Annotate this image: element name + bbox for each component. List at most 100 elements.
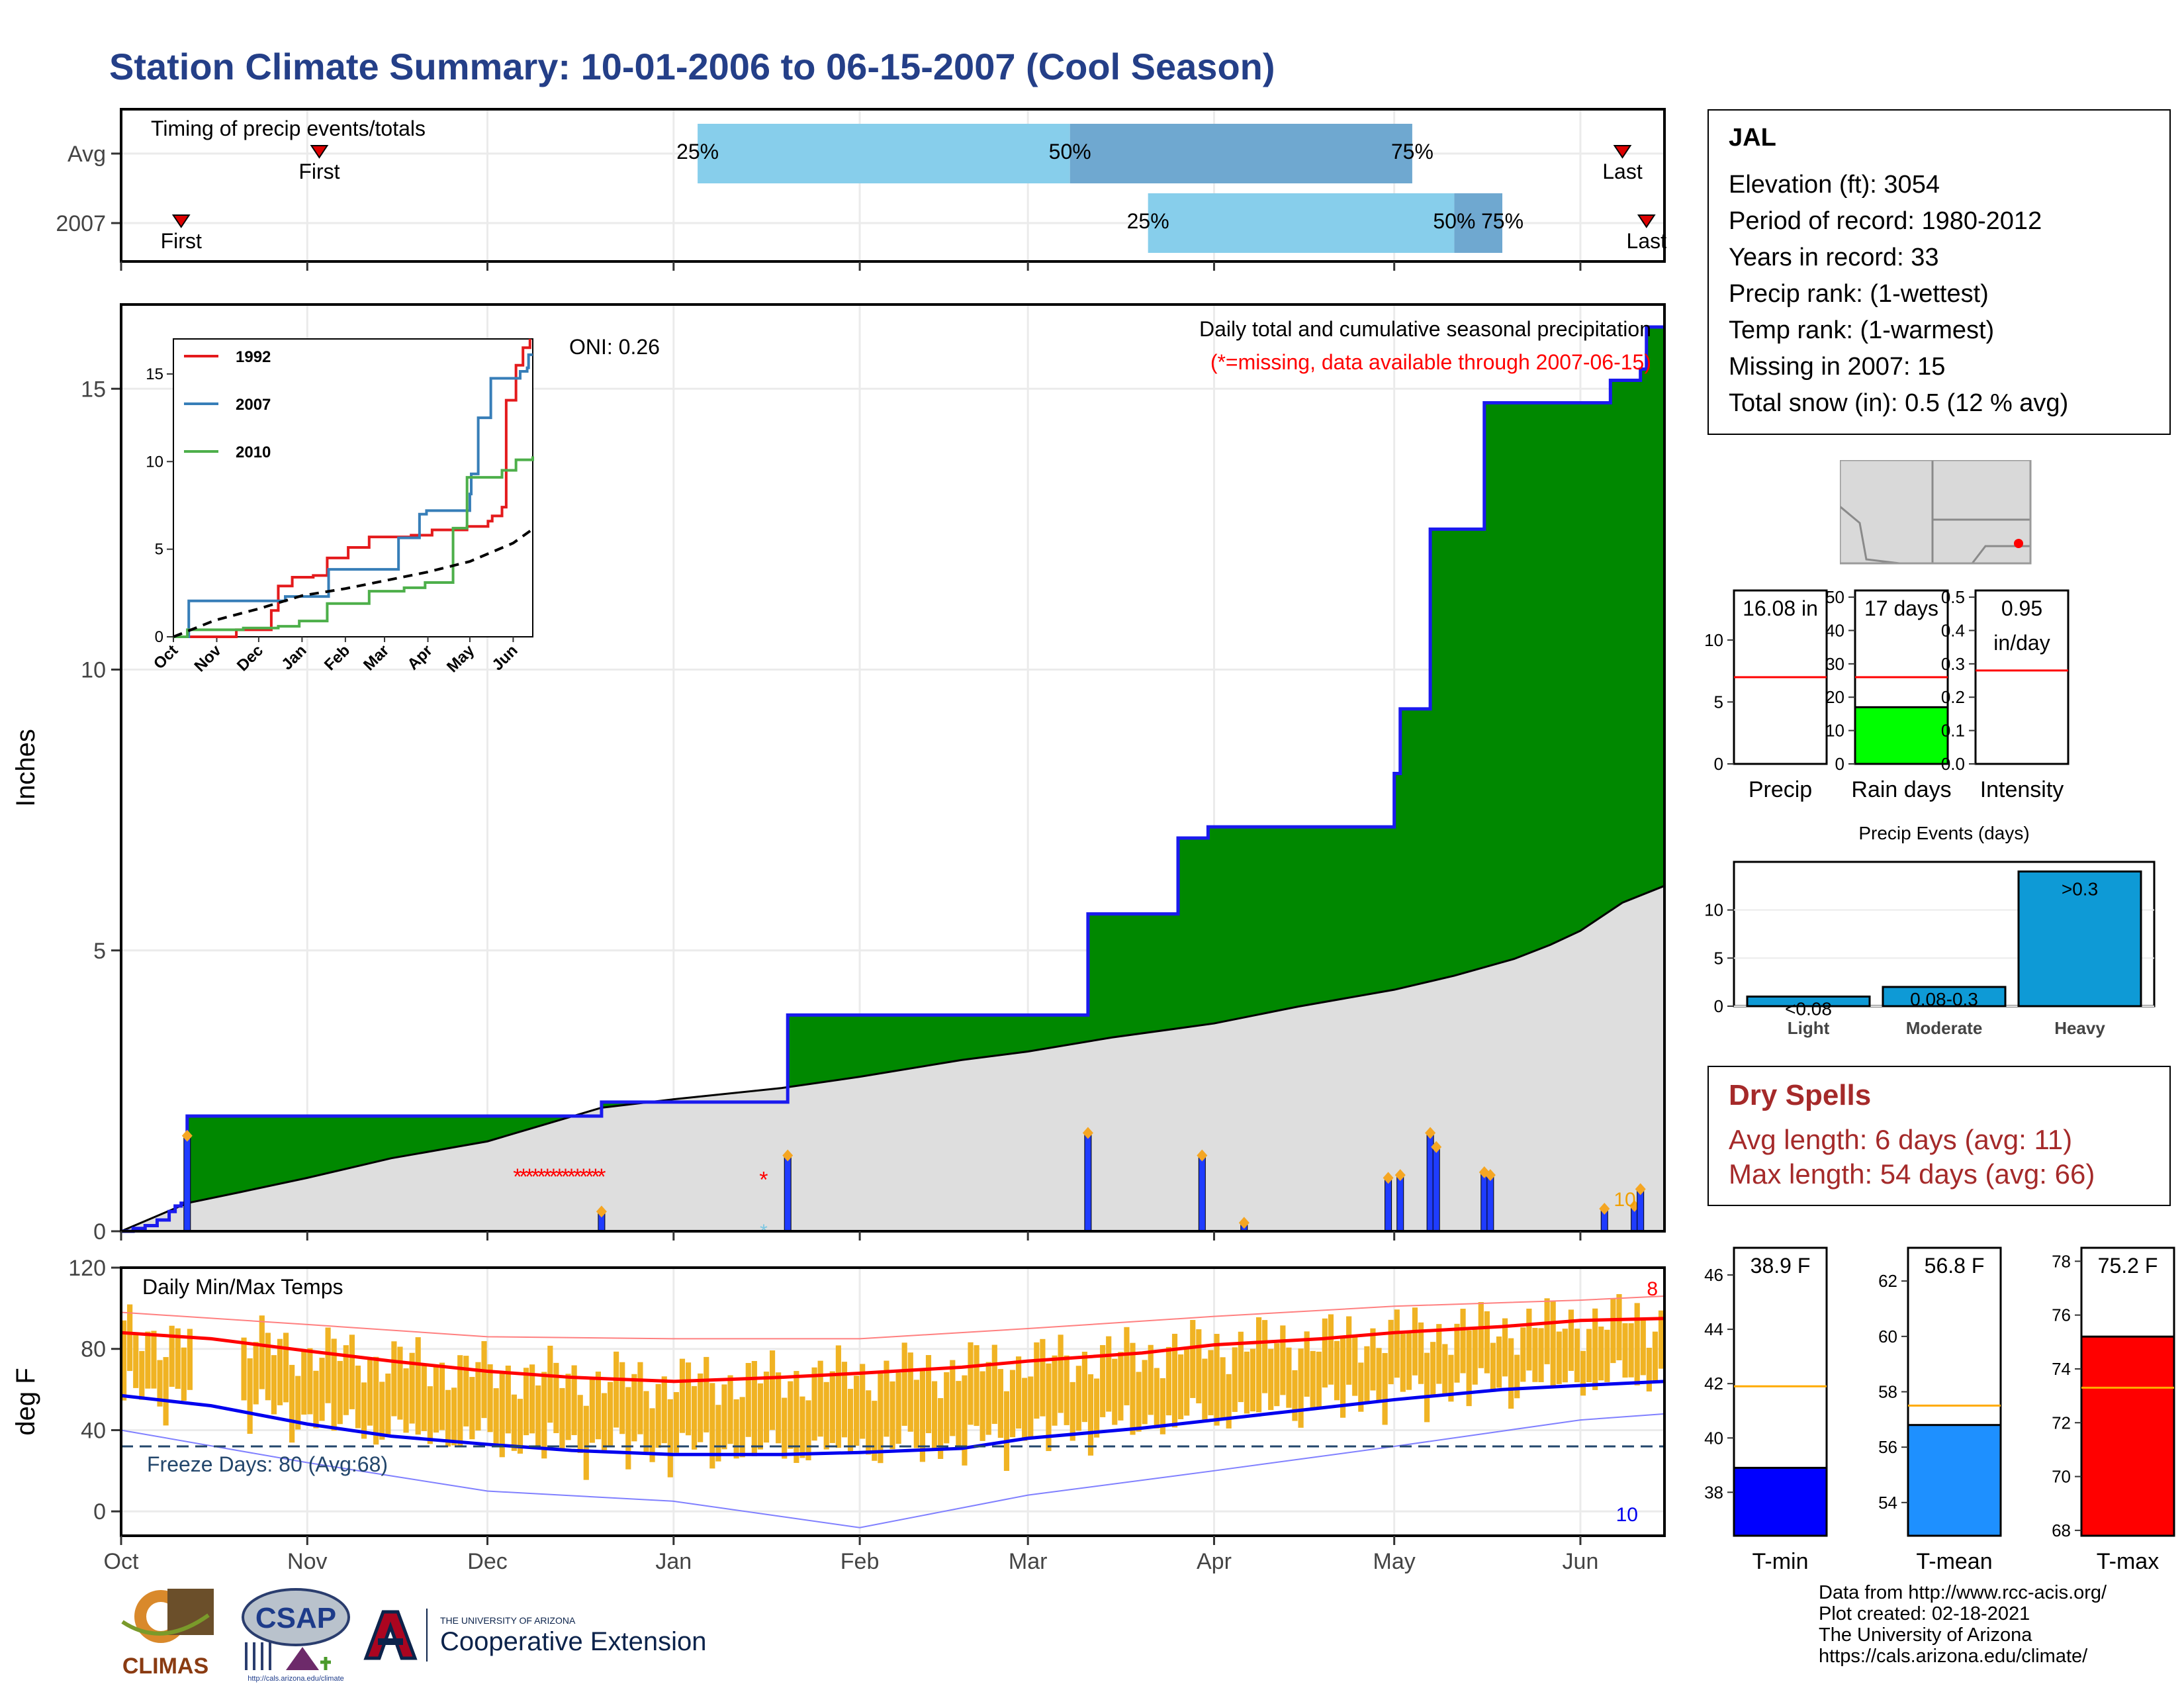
freeze-days-label: Freeze Days: 80 (Avg:68) [147, 1452, 388, 1476]
station-period: Period of record: 1980-2012 [1729, 207, 2042, 235]
station-elevation: Elevation (ft): 3054 [1729, 171, 1940, 199]
missing-marker: * [579, 1164, 588, 1190]
rain_days-x-label: Rain days [1851, 777, 1951, 802]
station-name: JAL [1729, 124, 1776, 152]
daily-temp-range-bar [1658, 1310, 1664, 1369]
y-tick-label: 80 [81, 1337, 106, 1362]
daily-temp-range-bar [721, 1384, 727, 1450]
credit-data-source: Data from http://www.rcc-acis.org/ [1819, 1582, 2107, 1603]
tmax-value-label: 75.2 F [2098, 1254, 2158, 1278]
daily-temp-range-bar [1370, 1328, 1376, 1391]
timing-marker-last [1613, 145, 1632, 159]
daily-temp-range-bar [1058, 1335, 1064, 1413]
timing-marker-last [1637, 214, 1656, 228]
daily-temp-range-bar [1165, 1346, 1172, 1416]
daily-temp-range-bar [962, 1375, 968, 1466]
daily-temp-range-bar [1376, 1348, 1382, 1402]
daily-temp-range-bar [1208, 1350, 1214, 1415]
daily-temp-range-bar [866, 1390, 872, 1455]
daily-temp-range-bar [253, 1342, 259, 1405]
daily-temp-range-bar [175, 1328, 181, 1389]
daily-temp-range-bar [968, 1342, 974, 1425]
precip-chart-subtitle: (*=missing, data available through 2007-… [1210, 350, 1651, 374]
daily-temp-range-bar [1598, 1326, 1604, 1381]
daily-temp-range-bar [805, 1400, 811, 1461]
daily-temp-range-bar [1286, 1347, 1292, 1408]
tmean-x-label: T-mean [1916, 1549, 1992, 1574]
page-title: Station Climate Summary: 10-01-2006 to 0… [109, 46, 1275, 87]
daily-temp-range-bar [565, 1374, 571, 1440]
daily-temp-range-bar [823, 1382, 829, 1450]
ua-small-text: THE UNIVERSITY OF ARIZONA [440, 1615, 576, 1626]
intensity-y-tick-label: 0.3 [1941, 654, 1965, 674]
credit-university: The University of Arizona [1819, 1624, 2032, 1646]
tmin-bar [1733, 1466, 1828, 1537]
daily-temp-range-bar [1190, 1320, 1196, 1398]
rain_days-y-tick-label: 40 [1825, 620, 1844, 640]
daily-temp-range-bar [409, 1352, 415, 1424]
daily-temp-range-bar [187, 1329, 193, 1390]
daily-temp-range-bar [337, 1360, 343, 1425]
daily-temp-range-bar [884, 1360, 889, 1437]
daily-temp-range-bar [1628, 1323, 1634, 1378]
daily-temp-range-bar [667, 1399, 673, 1477]
intensity-y-tick-label: 0.5 [1941, 587, 1965, 607]
daily-temp-range-bar [1130, 1342, 1136, 1435]
missing-marker: * [567, 1164, 576, 1190]
daily-temp-range-bar [511, 1394, 517, 1451]
daily-temp-range-bar [1568, 1309, 1574, 1371]
climas-logo-text: CLIMAS [122, 1654, 208, 1679]
daily-temp-range-bar [169, 1325, 175, 1387]
daily-temp-range-bar [601, 1393, 608, 1452]
daily-temp-range-bar [1003, 1391, 1010, 1472]
daily-temp-range-bar [1496, 1336, 1502, 1388]
daily-temp-range-bar [505, 1365, 511, 1434]
daily-temp-range-bar [1604, 1329, 1610, 1382]
daily-temp-range-bar [1160, 1378, 1165, 1434]
daily-temp-range-bar [457, 1355, 463, 1446]
daily-temp-range-bar [571, 1365, 577, 1435]
tmax-y-tick-label: 70 [2052, 1467, 2071, 1487]
daily-temp-range-bar [1610, 1298, 1616, 1364]
inset-line-average [173, 528, 534, 638]
daily-temp-range-bar [1466, 1330, 1472, 1407]
missing-marker: * [525, 1164, 533, 1190]
daily-temp-range-bar [589, 1378, 595, 1443]
daily-temp-range-bar [1028, 1376, 1034, 1440]
daily-temp-range-bar [1646, 1348, 1652, 1392]
y-tick-label: 0 [93, 1219, 106, 1244]
timing-label-75: 75% [1481, 209, 1524, 233]
daily-temp-range-bar [854, 1376, 860, 1446]
daily-temp-range-bar [985, 1362, 991, 1435]
daily-temp-range-bar [1040, 1338, 1046, 1417]
daily-temp-range-bar [956, 1381, 962, 1449]
tmean-y-tick-label: 60 [1878, 1327, 1897, 1346]
daily-temp-range-bar [1382, 1352, 1388, 1425]
tmean-y-tick-label: 62 [1878, 1271, 1897, 1291]
tmax-y-tick-label: 78 [2052, 1251, 2071, 1271]
missing-marker: * [573, 1164, 582, 1190]
daily-temp-range-bar [751, 1361, 757, 1456]
daily-precip-bar [183, 1135, 191, 1232]
daily-temp-range-bar [451, 1387, 457, 1446]
daily-temp-range-bar [265, 1333, 271, 1401]
daily-temp-range-bar [1009, 1370, 1016, 1438]
precip-event-bar-moderate [1882, 986, 2007, 1008]
daily-temp-range-bar [307, 1348, 313, 1415]
x-tick-label-oct: Oct [104, 1549, 139, 1574]
timing-label-75: 75% [1391, 140, 1433, 164]
daily-temp-range-bar [788, 1381, 794, 1449]
inset-y-tick-label: 15 [146, 365, 163, 383]
daily-temp-range-bar [1544, 1298, 1550, 1364]
daily-precip-marker [1383, 1172, 1394, 1184]
daily-temp-range-bar [835, 1345, 841, 1448]
daily-temp-range-bar [1364, 1346, 1370, 1402]
daily-temp-range-bar [698, 1373, 704, 1442]
daily-temp-range-bar [1460, 1309, 1466, 1374]
daily-temp-range-bar [289, 1364, 295, 1443]
daily-temp-range-bar [1448, 1354, 1454, 1402]
station-temp-rank: Temp rank: (1-warmest) [1729, 316, 1995, 344]
y-tick-label: 0 [1714, 996, 1723, 1016]
daily-temp-range-bar [559, 1387, 565, 1449]
timing-bar-25-50 [698, 124, 1070, 183]
